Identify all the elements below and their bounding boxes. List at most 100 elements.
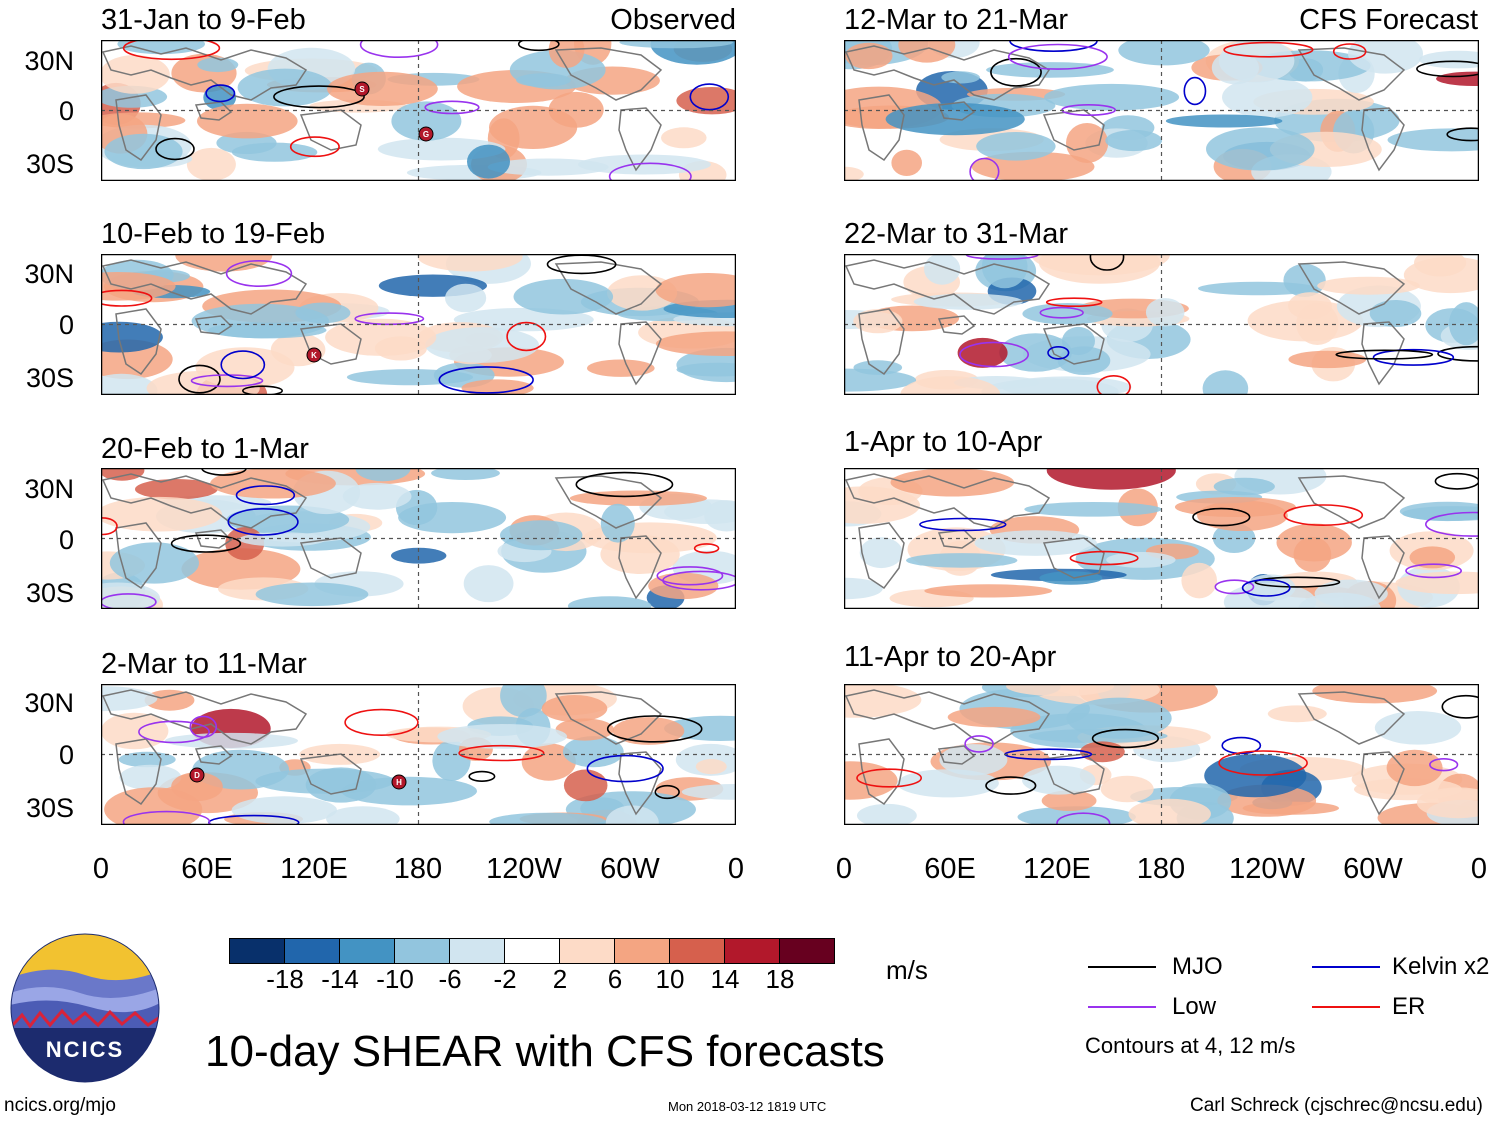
- colorbar-swatch: [504, 939, 559, 963]
- lat-label-eq: 0: [58, 740, 74, 770]
- lon-label-180: 180: [1136, 853, 1186, 885]
- legend-low-label: Low: [1172, 993, 1217, 1020]
- svg-text:H: H: [396, 778, 402, 787]
- panel-5-map: [844, 40, 1479, 181]
- observed-label: Observed: [610, 4, 736, 36]
- colorbar-tick: 18: [765, 964, 795, 994]
- panel-8-title: 11-Apr to 20-Apr: [844, 641, 1057, 673]
- lon-label-60w: 60W: [600, 853, 660, 885]
- colorbar-swatch: [669, 939, 724, 963]
- panel-8-map: [844, 684, 1479, 825]
- lon-label-120e: 120E: [280, 853, 348, 885]
- panel-4-map: DH: [101, 684, 736, 825]
- lat-label-30s: 30S: [25, 363, 74, 393]
- lon-label-60w: 60W: [1343, 853, 1403, 885]
- legend-kelvin-line: [1312, 966, 1380, 968]
- lon-label-0: 0: [92, 853, 110, 885]
- lat-label-30n: 30N: [24, 474, 74, 504]
- panel-2-map: K: [101, 254, 736, 395]
- lat-label-eq: 0: [58, 525, 74, 555]
- legend-er-label: ER: [1392, 993, 1426, 1020]
- cfs-forecast-label: CFS Forecast: [1299, 4, 1478, 36]
- lat-label-30n: 30N: [24, 688, 74, 718]
- lon-label-0: 0: [835, 853, 853, 885]
- legend-kelvin-label: Kelvin x2: [1392, 953, 1490, 980]
- main-title: 10-day SHEAR with CFS forecasts: [205, 1027, 885, 1076]
- svg-text:K: K: [311, 351, 317, 360]
- colorbar-units: m/s: [886, 955, 928, 985]
- footer-url: ncics.org/mjo: [4, 1095, 116, 1116]
- colorbar-swatch: [394, 939, 449, 963]
- panel-7: [844, 468, 1479, 609]
- storm-marker: K: [306, 347, 322, 363]
- lon-label-120w: 120W: [1229, 853, 1305, 885]
- panel-5: [844, 40, 1479, 181]
- colorbar-swatch: [284, 939, 339, 963]
- legend-mjo-line: [1088, 966, 1156, 968]
- logo-text: NCICS: [46, 1037, 124, 1062]
- storm-marker: H: [391, 774, 407, 790]
- legend-mjo-label: MJO: [1172, 953, 1223, 980]
- colorbar: [229, 938, 835, 964]
- colorbar-swatch: [779, 939, 834, 963]
- lon-label-60e: 60E: [181, 853, 233, 885]
- panel-3-map: [101, 468, 736, 609]
- lon-label-0: 0: [727, 853, 745, 885]
- storm-marker: G: [418, 126, 434, 142]
- svg-text:D: D: [194, 771, 200, 780]
- contours-note: Contours at 4, 12 m/s: [1085, 1033, 1296, 1058]
- colorbar-tick: 10: [655, 964, 685, 994]
- panel-5-title: 12-Mar to 21-Mar: [844, 4, 1069, 36]
- colorbar-tick: 14: [710, 964, 740, 994]
- lat-label-30s: 30S: [25, 578, 74, 608]
- panel-6-map: [844, 254, 1479, 395]
- lat-label-30s: 30S: [25, 149, 74, 179]
- storm-marker: S: [354, 81, 370, 97]
- panel-1-title: 31-Jan to 9-Feb: [101, 4, 306, 36]
- colorbar-tick: -14: [321, 964, 359, 994]
- colorbar-tick: 2: [552, 964, 568, 994]
- lon-label-180: 180: [393, 853, 443, 885]
- panel-6: [844, 254, 1479, 395]
- colorbar-tick: -6: [438, 964, 462, 994]
- legend-low-line: [1088, 1006, 1156, 1008]
- panel-2-title: 10-Feb to 19-Feb: [101, 218, 326, 250]
- lon-label-60e: 60E: [924, 853, 976, 885]
- colorbar-swatch: [559, 939, 614, 963]
- footer-timestamp: Mon 2018-03-12 1819 UTC: [668, 1099, 827, 1114]
- panel-3-title: 20-Feb to 1-Mar: [101, 433, 309, 465]
- panel-1-map: SG: [101, 40, 736, 181]
- lat-label-30n: 30N: [24, 259, 74, 289]
- svg-text:G: G: [423, 130, 429, 139]
- panel-8: [844, 684, 1479, 825]
- lat-label-30n: 30N: [24, 46, 74, 76]
- colorbar-swatch: [339, 939, 394, 963]
- colorbar-swatch: [230, 939, 284, 963]
- panel-7-map: [844, 468, 1479, 609]
- panel-2: K: [101, 254, 736, 395]
- lat-label-30s: 30S: [25, 793, 74, 823]
- legend-er-line: [1312, 1006, 1380, 1008]
- panel-3: [101, 468, 736, 609]
- colorbar-swatch: [449, 939, 504, 963]
- colorbar-tick: -2: [493, 964, 517, 994]
- svg-text:S: S: [359, 85, 365, 94]
- colorbar-tick: -10: [376, 964, 414, 994]
- lon-label-0: 0: [1470, 853, 1488, 885]
- panel-6-title: 22-Mar to 31-Mar: [844, 218, 1069, 250]
- colorbar-tick: -18: [266, 964, 304, 994]
- colorbar-swatch: [614, 939, 669, 963]
- ncics-logo: NCICS: [10, 933, 160, 1083]
- colorbar-tick: 6: [607, 964, 623, 994]
- footer-author: Carl Schreck (cjschrec@ncsu.edu): [1190, 1095, 1483, 1116]
- lon-label-120e: 120E: [1023, 853, 1091, 885]
- lat-label-eq: 0: [58, 310, 74, 340]
- storm-marker: D: [189, 767, 205, 783]
- lat-label-eq: 0: [58, 96, 74, 126]
- colorbar-swatch: [724, 939, 779, 963]
- panel-7-title: 1-Apr to 10-Apr: [844, 426, 1043, 458]
- lon-label-120w: 120W: [486, 853, 562, 885]
- panel-4-title: 2-Mar to 11-Mar: [101, 648, 307, 680]
